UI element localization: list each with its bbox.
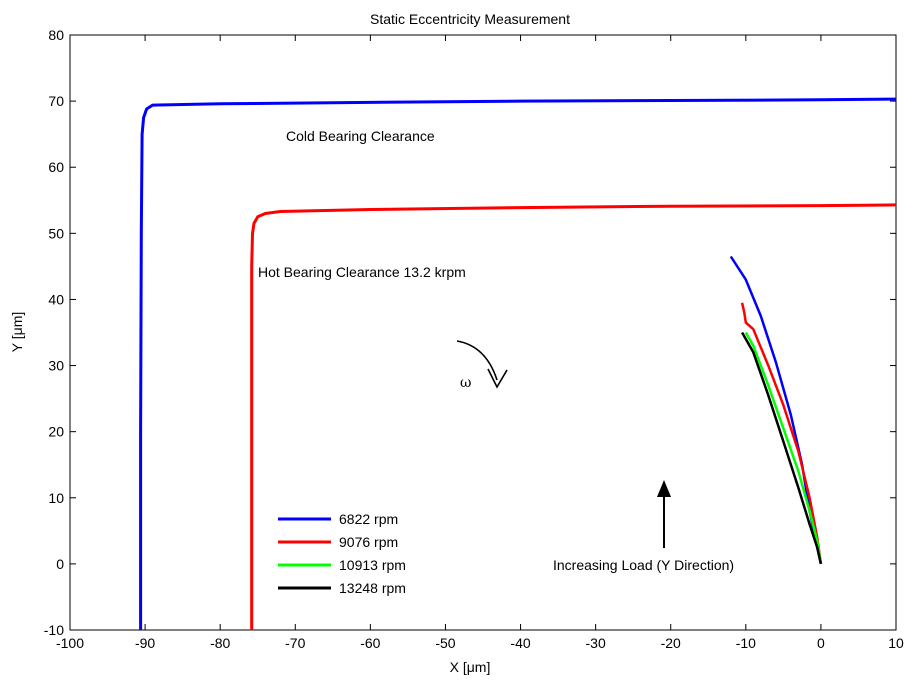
legend: 6822 rpm 9076 rpm 10913 rpm 13248 rpm: [278, 511, 406, 596]
x-tick-label: -10: [736, 635, 756, 651]
y-tick-label: 60: [48, 159, 64, 175]
y-tick-label: 0: [56, 556, 64, 572]
x-axis-label: X [μm]: [450, 659, 491, 675]
series-line-9076: [740, 302, 823, 565]
y-axis-ticks: -10 0 10 20 30 40 50 60 70 80: [44, 27, 896, 638]
cold-clearance-curve: [139, 97, 897, 630]
x-tick-label: -50: [435, 635, 455, 651]
x-tick-label: -20: [661, 635, 681, 651]
plot-area-frame: [69, 34, 897, 631]
x-tick-label: 10: [888, 635, 904, 651]
x-tick-label: -30: [586, 635, 606, 651]
x-axis-ticks: -100 -90 -80 -70 -60 -50 -40 -30 -20 -10 0 10: [56, 35, 904, 651]
load-label: Increasing Load (Y Direction): [553, 557, 734, 573]
x-tick-label: -100: [56, 635, 84, 651]
x-tick-label: -40: [510, 635, 530, 651]
y-axis-label: Y [μm]: [9, 312, 25, 352]
y-tick-label: 80: [48, 27, 64, 43]
chart-title: Static Eccentricity Measurement: [370, 11, 570, 27]
legend-label: 13248 rpm: [339, 580, 406, 596]
x-tick-label: -70: [285, 635, 305, 651]
y-tick-label: -10: [44, 622, 64, 638]
cold-clearance-label: Cold Bearing Clearance: [286, 128, 435, 144]
y-tick-label: 30: [48, 358, 64, 374]
legend-label: 10913 rpm: [339, 557, 406, 573]
load-arrowhead-icon: [657, 480, 671, 497]
y-tick-label: 10: [48, 490, 64, 506]
y-tick-label: 20: [48, 424, 64, 440]
x-tick-label: -60: [360, 635, 380, 651]
legend-label: 6822 rpm: [339, 511, 398, 527]
y-tick-label: 50: [48, 225, 64, 241]
hot-clearance-curve: [250, 203, 897, 630]
series-line-13248: [741, 331, 823, 565]
rotation-arrowhead: [487, 368, 508, 389]
hot-clearance-label: Hot Bearing Clearance 13.2 krpm: [258, 264, 466, 280]
omega-label: ω: [460, 375, 471, 391]
x-tick-label: -80: [210, 635, 230, 651]
x-tick-label: -90: [135, 635, 155, 651]
rotation-arrow-icon: [456, 340, 498, 381]
legend-label: 9076 rpm: [339, 534, 398, 550]
series-line-10913: [744, 331, 823, 565]
x-tick-label: 0: [817, 635, 825, 651]
data-curves: [139, 97, 897, 630]
y-tick-label: 40: [48, 291, 64, 307]
y-tick-label: 70: [48, 93, 64, 109]
